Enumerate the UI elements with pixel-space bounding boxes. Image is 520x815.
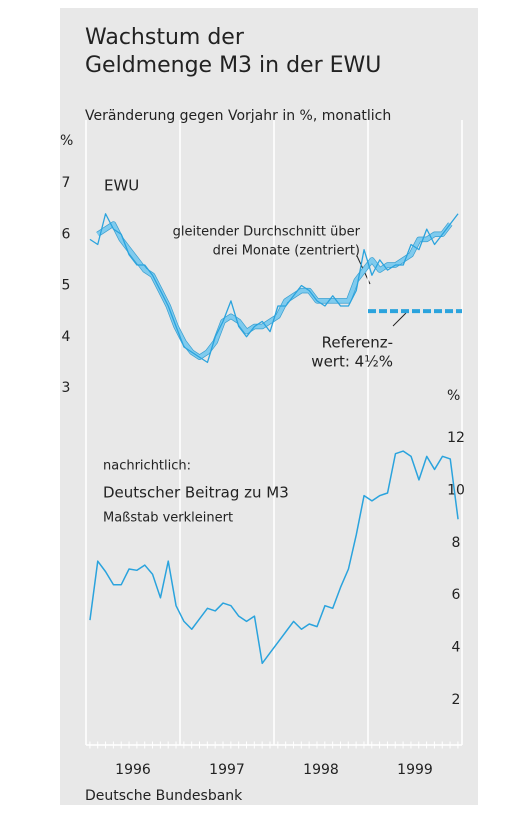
series-label: Maßstab verkleinert [103, 511, 233, 526]
y2-tick-label: 2 [452, 692, 461, 708]
chart-title: Geldmenge M3 in der EWU [85, 53, 381, 78]
chart-title: Wachstum der [85, 25, 245, 50]
panel [60, 8, 478, 805]
y2-unit: % [447, 388, 460, 404]
series-label: EWU [104, 177, 139, 195]
series-line [89, 450, 459, 665]
y2-tick-label: 10 [447, 482, 465, 498]
source: Deutsche Bundesbank [85, 788, 243, 804]
y-tick-label: 7 [62, 175, 71, 191]
series-line [89, 213, 459, 364]
reference-label: Referenz- [322, 334, 393, 352]
x-tick-label: 1998 [303, 762, 339, 778]
x-tick-label: 1997 [209, 762, 245, 778]
y-tick-label: 6 [62, 226, 71, 242]
y-tick-label: 3 [62, 380, 71, 396]
y2-tick-label: 8 [452, 535, 461, 551]
reference-label: wert: 4½% [311, 353, 393, 371]
y2-tick-label: 6 [452, 587, 461, 603]
y2-tick-label: 12 [447, 430, 465, 446]
y2-tick-label: 4 [452, 640, 461, 656]
series-label: drei Monate (zentriert) [213, 244, 360, 259]
series-label: gleitender Durchschnitt über [173, 225, 361, 240]
y-unit: % [60, 133, 73, 149]
x-tick-label: 1999 [397, 762, 433, 778]
y-tick-label: 5 [62, 278, 71, 294]
x-tick-label: 1996 [115, 762, 151, 778]
y-tick-label: 4 [62, 329, 71, 345]
subtitle: Veränderung gegen Vorjahr in %, monatlic… [85, 108, 391, 124]
series-label: Deutscher Beitrag zu M3 [103, 484, 289, 502]
series-label: nachrichtlich: [103, 459, 191, 474]
plot: 1996 1997 1998 1999 3 4 5 6 7 2 4 6 8 10 12 Referenz-we… [62, 120, 465, 778]
pointer [392, 312, 407, 327]
